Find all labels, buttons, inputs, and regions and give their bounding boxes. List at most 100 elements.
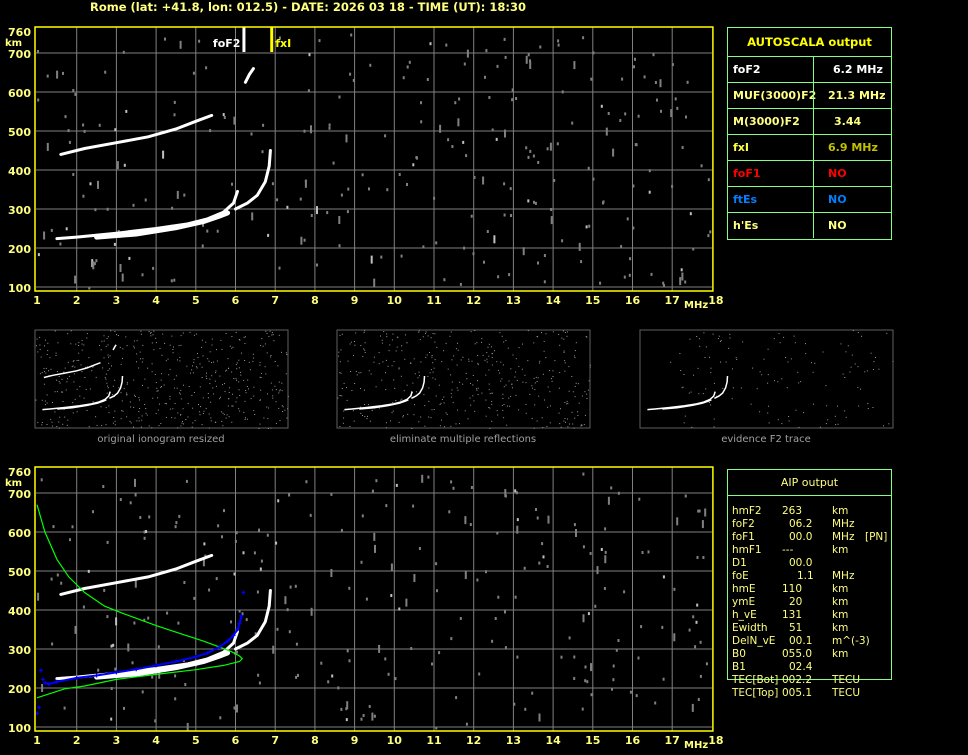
noise-dot	[246, 418, 248, 420]
noise-dot	[92, 261, 95, 270]
x-tick-label: 8	[311, 294, 319, 307]
autoscala-key: fxI	[733, 141, 749, 154]
noise-dot	[452, 486, 455, 490]
noise-dot	[188, 386, 190, 387]
aip-key: DelN_vE	[732, 635, 776, 647]
noise-dot	[488, 407, 490, 408]
noise-dot	[346, 649, 349, 653]
autoscala-row-h-es: h'Es NO	[728, 212, 891, 238]
noise-dot	[556, 142, 559, 146]
noise-dot	[779, 342, 781, 344]
noise-dot	[122, 348, 124, 350]
marker-fof2-line	[242, 27, 246, 52]
noise-dot	[451, 396, 453, 398]
noise-dot	[144, 404, 146, 405]
noise-dot	[155, 337, 157, 339]
noise-dot	[352, 79, 355, 82]
noise-dot	[503, 213, 506, 217]
noise-dot	[241, 612, 244, 616]
noise-dot	[127, 643, 130, 652]
noise-dot	[481, 338, 483, 340]
noise-dot	[272, 395, 274, 397]
noise-dot	[123, 706, 125, 710]
noise-dot	[515, 358, 517, 360]
noise-dot	[170, 279, 173, 283]
noise-dot	[710, 372, 712, 374]
noise-dot	[443, 350, 445, 352]
noise-dot	[86, 337, 88, 339]
noise-dot	[643, 75, 646, 79]
noise-dot	[527, 53, 530, 57]
noise-dot	[340, 193, 343, 197]
aip-unit: km	[832, 583, 849, 595]
noise-dot	[400, 399, 402, 401]
x-tick-label: 10	[387, 734, 403, 747]
noise-dot	[150, 332, 151, 334]
noise-dot	[615, 648, 618, 652]
noise-dot	[457, 409, 459, 411]
noise-dot	[497, 275, 500, 279]
noise-dot	[523, 566, 526, 570]
noise-dot	[560, 426, 562, 428]
noise-dot	[275, 401, 277, 403]
noise-dot	[143, 618, 146, 622]
noise-dot	[225, 370, 227, 372]
noise-dot	[686, 80, 689, 84]
noise-dot	[144, 198, 147, 202]
y-tick-label: 700	[8, 488, 31, 501]
noise-dot	[455, 423, 457, 425]
noise-dot	[374, 544, 376, 553]
noise-dot	[497, 414, 499, 416]
noise-dot	[662, 575, 665, 579]
noise-dot	[567, 402, 569, 404]
noise-dot	[134, 579, 137, 588]
noise-dot	[43, 231, 46, 240]
noise-dot	[543, 340, 545, 342]
noise-dot	[202, 397, 204, 399]
noise-dot	[486, 352, 488, 354]
noise-dot	[518, 365, 520, 367]
noise-dot	[73, 381, 75, 383]
noise-dot	[503, 182, 506, 186]
noise-dot	[793, 335, 795, 337]
noise-dot	[434, 341, 436, 343]
noise-dot	[611, 687, 613, 691]
noise-dot	[391, 365, 393, 367]
noise-dot	[457, 118, 460, 127]
noise-dot	[197, 357, 199, 359]
noise-dot	[774, 380, 776, 382]
noise-dot	[339, 361, 341, 363]
noise-dot	[85, 366, 87, 368]
noise-dot	[514, 376, 516, 378]
noise-dot	[472, 252, 475, 256]
noise-dot	[495, 137, 498, 141]
noise-dot	[588, 224, 591, 228]
aip-value: 00.1	[789, 635, 813, 647]
trace-o-trace-lower	[94, 650, 231, 680]
noise-dot	[70, 343, 72, 345]
noise-dot	[279, 389, 281, 391]
noise-dot	[524, 707, 527, 711]
noise-dot	[864, 371, 866, 373]
noise-dot	[673, 587, 676, 591]
trace-x-trace	[234, 149, 272, 211]
noise-dot	[180, 425, 182, 427]
noise-dot	[612, 678, 615, 682]
noise-dot	[215, 372, 217, 374]
noise-dot	[112, 385, 114, 387]
noise-dot	[360, 388, 361, 389]
noise-dot	[581, 395, 583, 397]
noise-dot	[420, 416, 422, 418]
noise-dot	[691, 426, 693, 428]
noise-dot	[371, 489, 374, 493]
noise-dot	[107, 369, 109, 371]
noise-dot	[177, 621, 180, 625]
noise-dot	[190, 372, 191, 374]
thumbnail-trace	[112, 344, 117, 351]
noise-dot	[378, 644, 381, 653]
noise-dot	[413, 358, 415, 360]
noise-dot	[484, 75, 486, 79]
noise-dot	[729, 333, 731, 335]
noise-dot	[412, 504, 415, 508]
noise-dot	[381, 342, 383, 344]
